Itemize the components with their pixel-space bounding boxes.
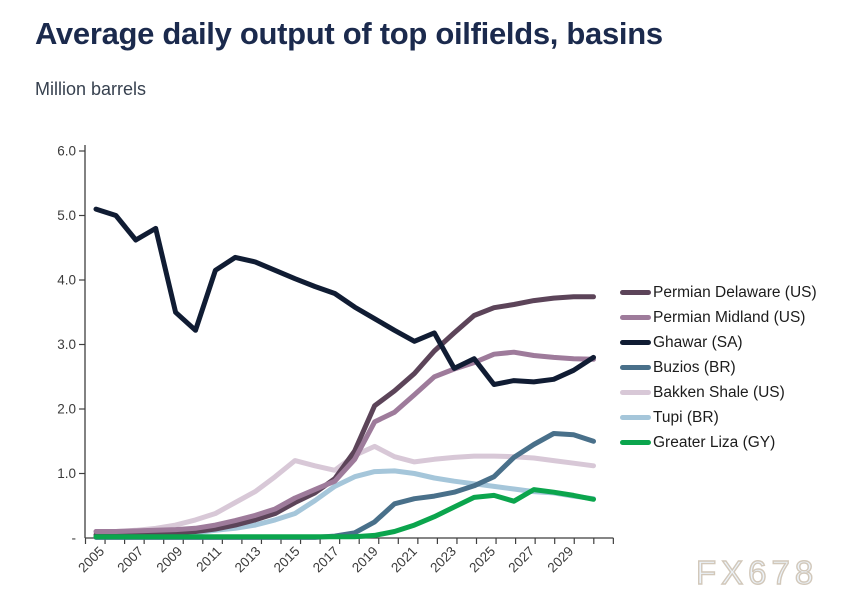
series-line-permian-midland-us	[93, 349, 596, 534]
legend-item: Buzios (BR)	[620, 355, 817, 380]
watermark: FX678	[695, 553, 819, 591]
legend-label: Buzios (BR)	[653, 358, 736, 376]
y-tick-labels: - 1.0 2.0 3.0 4.0 5.0 6.0	[57, 144, 85, 546]
legend-swatch	[620, 390, 651, 395]
x-tick-labels: 2005 2007 2009 2011 2013 2015 2017 2019 2021 2023…	[75, 544, 576, 576]
series-lines	[93, 206, 596, 540]
x-axis-label: 2029	[545, 544, 577, 576]
y-axis-label: 3.0	[57, 337, 76, 352]
y-axis-label: 6.0	[57, 144, 76, 159]
x-axis-label: 2019	[349, 544, 381, 576]
x-axis-label: 2015	[271, 544, 303, 576]
series-line-greater-liza-gy	[93, 487, 596, 540]
x-axis-label: 2009	[154, 544, 186, 576]
chart-subtitle: Million barrels	[35, 79, 147, 99]
legend-item: Tupi (BR)	[620, 405, 817, 430]
legend-item: Permian Delaware (US)	[620, 280, 817, 305]
x-axis-label: 2021	[388, 544, 420, 576]
x-axis-label: 2017	[310, 544, 342, 576]
legend-label: Tupi (BR)	[653, 408, 719, 426]
y-axis-label: -	[72, 531, 77, 546]
legend-label: Ghawar (SA)	[653, 333, 743, 351]
y-axis-label: 4.0	[57, 273, 76, 288]
x-axis-label: 2011	[193, 544, 224, 575]
legend-swatch	[620, 440, 651, 445]
legend-label: Permian Midland (US)	[653, 308, 806, 326]
legend-label: Permian Delaware (US)	[653, 283, 817, 301]
legend-swatch	[620, 340, 651, 345]
legend-swatch	[620, 290, 651, 295]
legend-item: Bakken Shale (US)	[620, 380, 817, 405]
legend-item: Permian Midland (US)	[620, 305, 817, 330]
legend-item: Ghawar (SA)	[620, 330, 817, 355]
legend-label: Greater Liza (GY)	[653, 433, 776, 451]
x-axis-label: 2023	[427, 544, 459, 576]
x-axis-label: 2005	[75, 544, 107, 576]
x-axis-label: 2013	[232, 544, 264, 576]
x-axis-label: 2007	[114, 544, 146, 576]
y-axis-label: 1.0	[57, 466, 76, 481]
chart-title: Average daily output of top oilfields, b…	[35, 16, 663, 51]
legend-label: Bakken Shale (US)	[653, 383, 785, 401]
x-ticks	[84, 538, 614, 544]
legend-swatch	[620, 365, 651, 370]
legend-swatch	[620, 315, 651, 320]
y-axis-label: 5.0	[57, 208, 76, 223]
y-axis-label: 2.0	[57, 402, 76, 417]
series-line-permian-delaware-us	[93, 294, 596, 538]
series-line-ghawar-sa	[93, 206, 596, 387]
series-line-buzios-br	[93, 431, 596, 540]
x-axis-label: 2025	[466, 544, 498, 576]
x-axis-label: 2027	[505, 544, 537, 576]
legend-item: Greater Liza (GY)	[620, 430, 817, 455]
legend-swatch	[620, 415, 651, 420]
chart-legend: Permian Delaware (US) Permian Midland (US…	[620, 280, 817, 455]
